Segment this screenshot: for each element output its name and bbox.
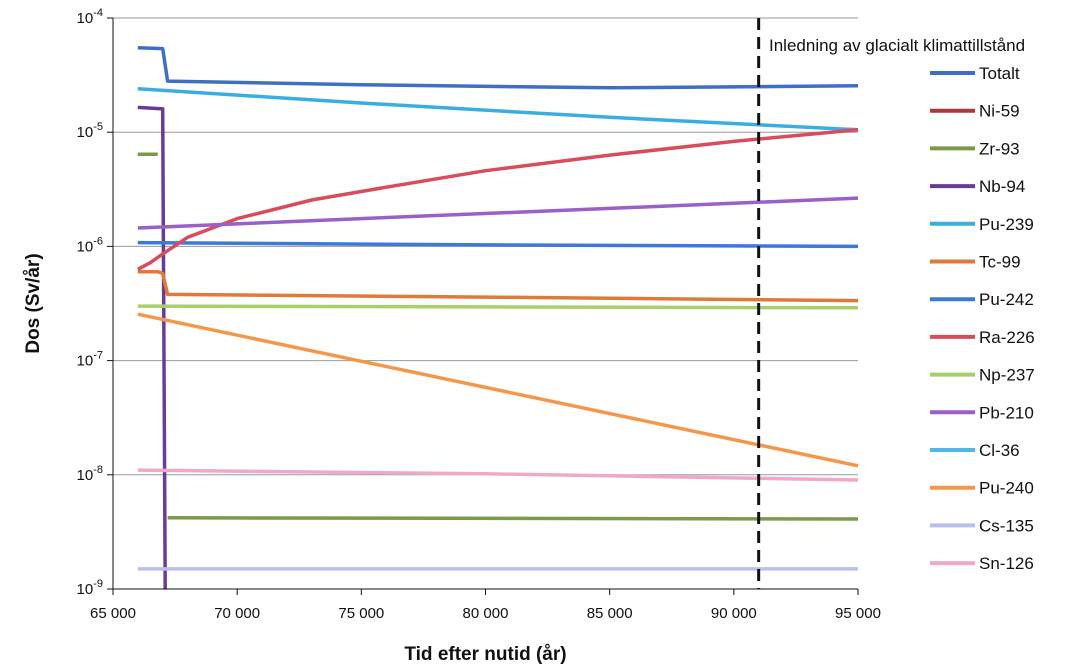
series-line-nb-94 bbox=[137, 105, 167, 590]
tick-labels: 10-4 10-5 10-6 10-7 10-8 10-9 65 000 70 000 75 0… bbox=[77, 7, 881, 622]
legend-label-cs-135: Cs-135 bbox=[979, 516, 1034, 535]
x-tick-label: 95 000 bbox=[835, 605, 881, 622]
y-tick-label: 10-6 bbox=[77, 235, 103, 255]
y-tick-label: 10-9 bbox=[77, 578, 103, 598]
series-line-pu-239 bbox=[137, 87, 859, 132]
y-tick-label: 10-8 bbox=[77, 464, 103, 484]
x-tick-label: 70 000 bbox=[214, 605, 260, 622]
x-tick-label: 65 000 bbox=[90, 605, 136, 622]
series-line-pu-242 bbox=[137, 240, 859, 249]
legend-label-pu-242: Pu-242 bbox=[979, 290, 1034, 309]
legend-label-sn-126: Sn-126 bbox=[979, 554, 1034, 573]
y-tick-label: 10-7 bbox=[77, 350, 103, 370]
legend: Totalt Ni-59 Zr-93 Nb-94 Pu-239 Tc-99 Pu-242 Ra… bbox=[930, 64, 1035, 573]
x-tick-label: 75 000 bbox=[338, 605, 384, 622]
legend-label-nb-94: Nb-94 bbox=[979, 177, 1025, 196]
glacial-onset-label: Inledning av glacialt klimattillstånd bbox=[769, 36, 1025, 55]
y-axis-title: Dos (Sv/år) bbox=[23, 253, 44, 353]
series-line-ra-226 bbox=[136, 128, 859, 271]
legend-label-cl-36: Cl-36 bbox=[979, 441, 1020, 460]
series-line-totalt bbox=[137, 45, 859, 90]
gridlines bbox=[113, 17, 858, 590]
series-line-tc-99 bbox=[137, 269, 859, 303]
series-line-np-237 bbox=[137, 304, 859, 310]
legend-label-pu-240: Pu-240 bbox=[979, 479, 1034, 498]
x-tick-label: 85 000 bbox=[587, 605, 633, 622]
series-line-sn-126 bbox=[137, 468, 859, 482]
series-line-pb-210 bbox=[137, 196, 859, 230]
series-lines bbox=[136, 45, 859, 590]
x-axis-title: Tid efter nutid (år) bbox=[404, 644, 566, 665]
series-line-pu-240 bbox=[137, 312, 859, 468]
series-line-zr-93 bbox=[167, 516, 859, 521]
y-tick-label: 10-5 bbox=[77, 121, 103, 141]
legend-label-pb-210: Pb-210 bbox=[979, 403, 1034, 422]
legend-label-pu-239: Pu-239 bbox=[979, 215, 1034, 234]
x-tick-label: 80 000 bbox=[463, 605, 509, 622]
legend-label-ni-59: Ni-59 bbox=[979, 102, 1020, 121]
legend-label-ra-226: Ra-226 bbox=[979, 328, 1035, 347]
legend-label-totalt: Totalt bbox=[979, 64, 1020, 83]
y-tick-label: 10-4 bbox=[77, 7, 103, 27]
legend-label-tc-99: Tc-99 bbox=[979, 253, 1021, 272]
annotation-layer: Inledning av glacialt klimattillstånd bbox=[757, 18, 1025, 589]
x-tick-label: 90 000 bbox=[711, 605, 757, 622]
axes bbox=[112, 18, 858, 590]
legend-label-np-237: Np-237 bbox=[979, 366, 1035, 385]
legend-label-zr-93: Zr-93 bbox=[979, 139, 1020, 158]
